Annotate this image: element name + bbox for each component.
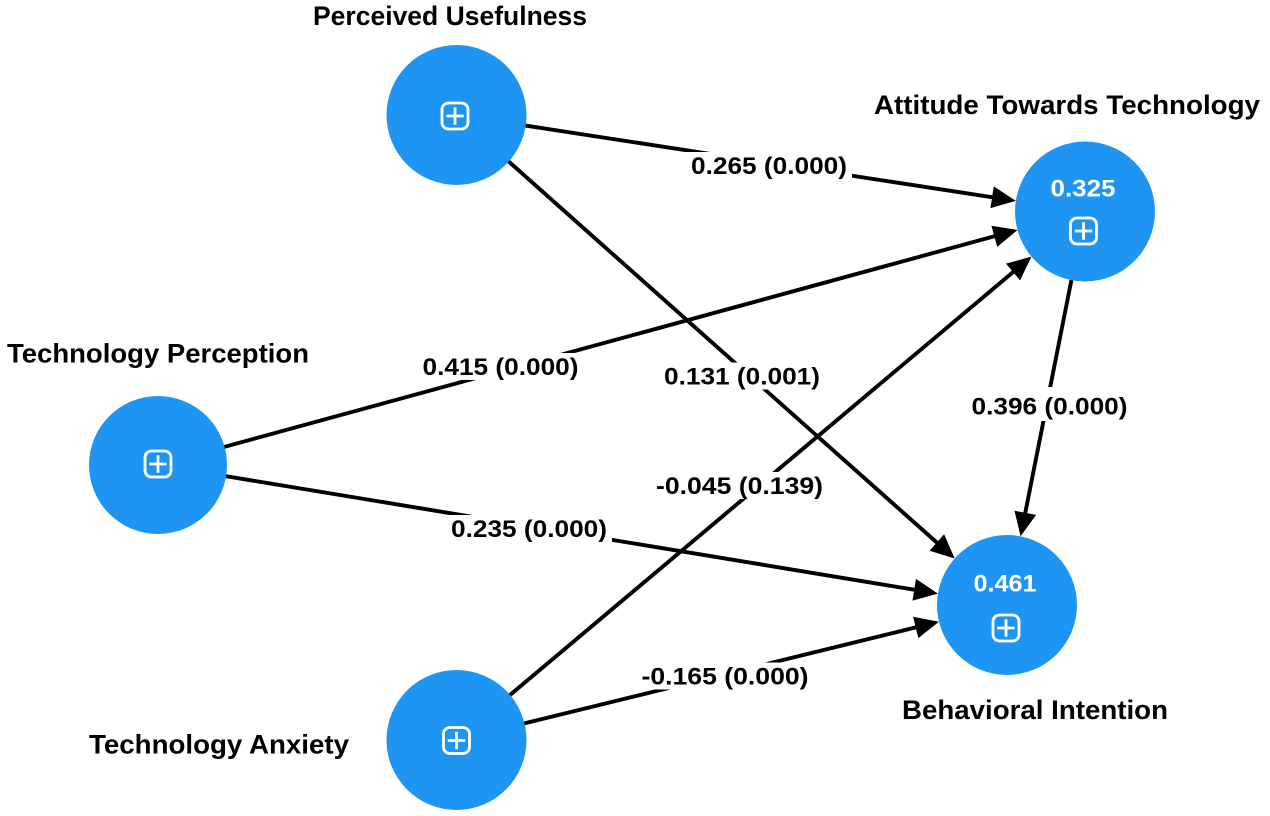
- svg-text:-0.045 (0.139): -0.045 (0.139): [656, 473, 823, 500]
- svg-text:Attitude Towards Technology: Attitude Towards Technology: [874, 90, 1260, 120]
- svg-text:0.265 (0.000): 0.265 (0.000): [691, 153, 847, 180]
- svg-text:Technology Perception: Technology Perception: [7, 339, 309, 369]
- svg-text:0.131 (0.001): 0.131 (0.001): [664, 364, 820, 391]
- svg-text:-0.165 (0.000): -0.165 (0.000): [642, 664, 809, 691]
- svg-text:0.461: 0.461: [974, 571, 1037, 598]
- svg-text:0.235 (0.000): 0.235 (0.000): [451, 516, 607, 543]
- svg-text:Behavioral Intention: Behavioral Intention: [902, 695, 1168, 725]
- svg-text:Perceived Usefulness: Perceived Usefulness: [313, 1, 587, 31]
- svg-text:0.325: 0.325: [1051, 176, 1116, 203]
- svg-text:0.396 (0.000): 0.396 (0.000): [972, 394, 1128, 421]
- svg-text:Technology Anxiety: Technology Anxiety: [89, 730, 349, 760]
- svg-text:0.415 (0.000): 0.415 (0.000): [423, 354, 579, 381]
